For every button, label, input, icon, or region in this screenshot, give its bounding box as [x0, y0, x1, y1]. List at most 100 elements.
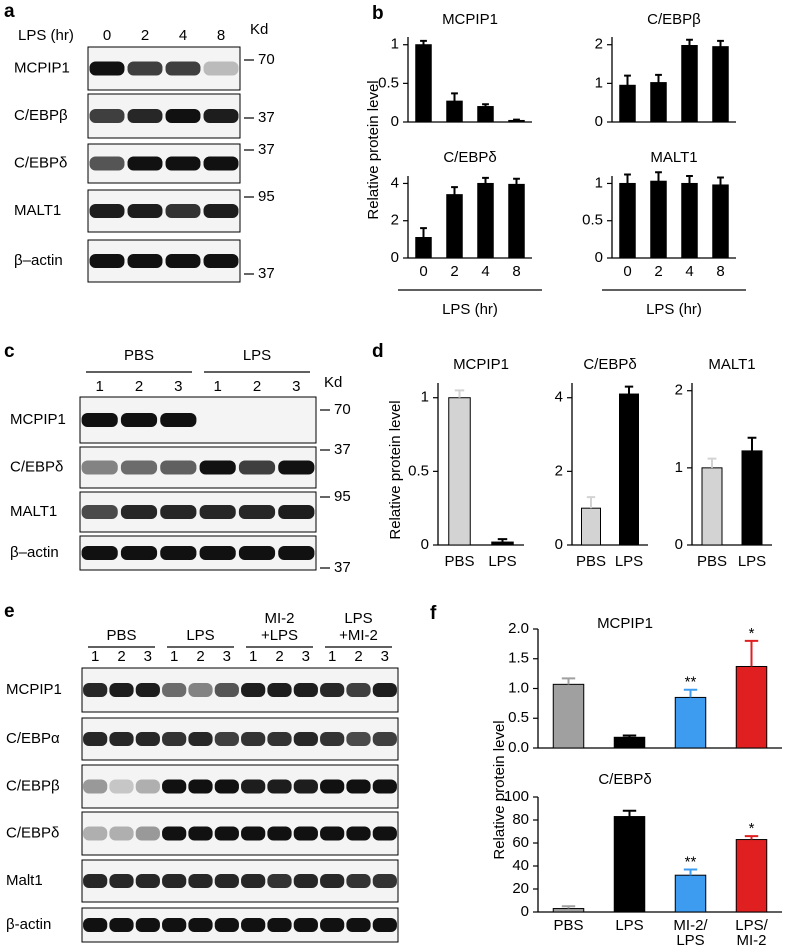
band	[109, 683, 134, 697]
group-label: PBS	[124, 347, 154, 364]
band	[127, 254, 163, 268]
panel-label: e	[4, 601, 15, 622]
y-axis-label: Relative protein level	[491, 720, 508, 859]
band	[81, 460, 118, 475]
kd-marker: 37	[258, 109, 275, 126]
x-tick-label: LPS	[488, 553, 516, 570]
band	[320, 779, 345, 794]
y-tick-label: 2	[675, 382, 683, 399]
band	[320, 683, 345, 697]
band	[127, 109, 163, 123]
band	[241, 874, 266, 888]
lane-label: 1	[170, 648, 178, 665]
band	[320, 874, 345, 888]
x-tick-label: 0	[419, 263, 427, 280]
bar	[415, 44, 432, 123]
band	[135, 918, 160, 932]
band	[120, 460, 158, 475]
band	[320, 826, 345, 841]
bar	[552, 683, 585, 749]
bar	[619, 182, 636, 259]
significance: **	[685, 674, 697, 691]
band	[160, 413, 197, 427]
treatment-label: LPS (hr)	[18, 27, 74, 44]
x-tick-label: 8	[716, 263, 724, 280]
bar	[735, 665, 768, 749]
error-bar	[482, 176, 489, 184]
band	[267, 826, 292, 841]
y-tick-label: 1	[421, 389, 429, 406]
band	[293, 779, 318, 794]
y-tick-label: 1	[595, 174, 603, 191]
bar	[681, 182, 698, 259]
band	[293, 683, 318, 697]
x-tick-label: PBS	[553, 917, 583, 934]
x-tick-label: LPS/	[735, 917, 768, 934]
protein-label: MALT1	[10, 503, 57, 520]
error-bar	[561, 905, 576, 909]
panel-label: f	[430, 603, 437, 624]
y-axis-label: Relative protein level	[365, 80, 382, 219]
kd-marker: 95	[334, 488, 351, 505]
x-tick-label: 4	[481, 263, 489, 280]
lane-label: 2	[141, 27, 149, 44]
band	[267, 779, 292, 794]
kd-marker: 37	[334, 441, 351, 458]
protein-label: MCPIP1	[6, 681, 62, 698]
lane-label: 1	[95, 378, 103, 395]
band	[199, 460, 236, 475]
bar	[650, 180, 667, 259]
band	[267, 918, 292, 932]
band	[120, 505, 158, 519]
y-tick-label: 0	[555, 536, 563, 553]
panel-label: a	[4, 1, 15, 22]
band	[238, 505, 276, 519]
lane-label: 2	[354, 648, 362, 665]
band	[109, 826, 134, 841]
bar	[741, 450, 763, 546]
band	[372, 683, 397, 697]
error-bar	[683, 688, 698, 698]
chart-title: C/EBPδ	[583, 356, 636, 373]
y-tick-label: 0.5	[378, 74, 399, 91]
band	[83, 779, 108, 794]
y-tick-label: 0	[675, 536, 683, 553]
protein-label: MCPIP1	[10, 411, 66, 428]
x-tick-label: 2	[450, 263, 458, 280]
kd-marker: 95	[258, 188, 275, 205]
lane-label: 2	[196, 648, 204, 665]
band	[293, 826, 318, 841]
bar	[619, 84, 636, 123]
y-tick-label: 0	[521, 903, 529, 920]
protein-label: MCPIP1	[14, 59, 70, 76]
error-bar	[624, 74, 631, 86]
chart-title: C/EBPδ	[598, 771, 651, 788]
bar	[446, 194, 463, 259]
blot-box	[81, 811, 399, 856]
y-tick-label: 0	[391, 249, 399, 266]
band	[346, 732, 371, 746]
bar	[477, 182, 494, 259]
band	[203, 254, 239, 268]
x-tick-label: LPS	[676, 932, 704, 945]
error-bar	[454, 389, 465, 398]
blot-box	[79, 396, 317, 444]
band	[83, 874, 108, 888]
chart-title: MCPIP1	[442, 11, 498, 28]
lane-label: 2	[275, 648, 283, 665]
bar	[650, 82, 667, 123]
blot-box	[81, 859, 399, 903]
band	[241, 779, 266, 794]
protein-label: C/EBPβ	[14, 107, 68, 124]
band	[89, 156, 125, 171]
lane-label: 4	[179, 27, 187, 44]
error-bar	[451, 186, 458, 195]
panel-label: b	[372, 3, 384, 24]
blot-box	[81, 907, 399, 943]
bar	[674, 696, 707, 749]
band	[135, 732, 160, 746]
blot-box	[81, 667, 399, 713]
band	[267, 683, 292, 697]
lane-label: 2	[117, 648, 125, 665]
